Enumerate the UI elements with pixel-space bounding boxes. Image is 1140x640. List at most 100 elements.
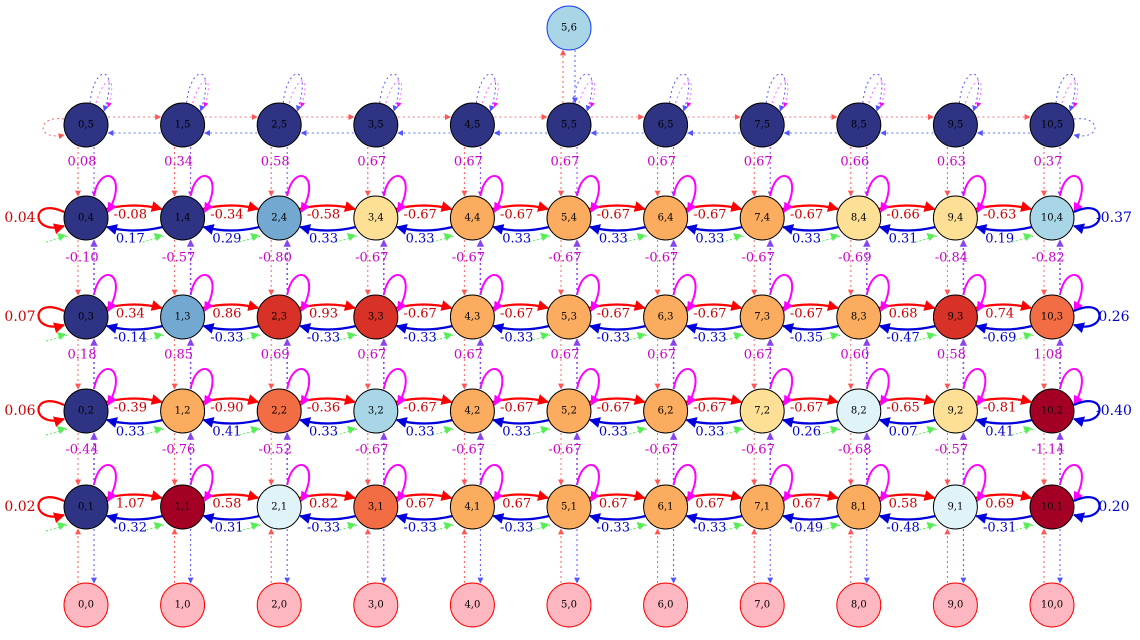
node-9-4 <box>932 195 978 241</box>
green-arrowhead <box>733 426 743 434</box>
node-label: 0,1 <box>78 502 94 513</box>
green-arrowhead <box>250 233 260 241</box>
node-label: 8,5 <box>851 120 867 131</box>
green-arrowhead <box>346 332 356 340</box>
self-loop <box>382 274 407 312</box>
edge-label-right: 0.67 <box>599 497 628 512</box>
green-arrowhead <box>57 332 66 340</box>
node-label: 6,0 <box>658 600 674 611</box>
node-label: 7,1 <box>754 502 770 513</box>
loop-row5 <box>862 73 883 112</box>
node-4-5 <box>449 102 495 148</box>
loop-row5-mag <box>481 80 499 108</box>
edge-label-left: 0.19 <box>985 232 1014 247</box>
node-label: 2,0 <box>271 600 287 611</box>
self-loop <box>865 464 890 502</box>
node-0-2 <box>63 388 109 434</box>
loop-row5-mag <box>288 80 306 108</box>
edge-left <box>782 323 840 334</box>
loop-row5 <box>379 73 400 112</box>
edge-green <box>45 524 69 532</box>
edge-label-left: 0.33 <box>792 232 821 247</box>
node-label: 9,1 <box>947 502 963 513</box>
node-7-5 <box>739 102 785 148</box>
outer-loop-right <box>1072 306 1101 334</box>
node-label: 0,3 <box>78 312 94 323</box>
self-loop <box>479 464 504 502</box>
loop-0-5 <box>42 118 65 140</box>
node-label: 5,2 <box>561 406 577 417</box>
loop-row5 <box>765 73 786 112</box>
edge-label-right: -0.67 <box>500 401 533 416</box>
green-arrowhead <box>540 522 549 530</box>
node-6-5 <box>643 102 689 148</box>
node-7-4 <box>739 195 785 241</box>
loop-row5 <box>1055 73 1076 112</box>
edge-label-down: -0.80 <box>259 251 292 266</box>
node-label: 1,2 <box>175 406 191 417</box>
edge-green <box>432 428 455 436</box>
node-label: 4,1 <box>464 502 480 513</box>
self-loop <box>93 274 117 312</box>
self-loop <box>479 368 504 406</box>
self-loop <box>962 368 987 406</box>
edge-label-left: -0.69 <box>983 331 1016 346</box>
edge-label-down: 0.18 <box>68 348 97 363</box>
self-loop <box>672 368 697 406</box>
self-loop <box>93 368 117 406</box>
edge-label-right: -0.67 <box>403 307 436 322</box>
edge-label-left: -0.48 <box>886 521 919 536</box>
edge-left <box>395 513 453 524</box>
node-label: 1,3 <box>175 312 191 323</box>
node-4-0 <box>449 582 495 628</box>
outer-loop-left <box>37 207 66 235</box>
edge-green <box>335 235 358 243</box>
edge-label-left: 0.33 <box>406 425 435 440</box>
edge-left <box>975 417 1033 428</box>
node-5-2 <box>546 388 592 434</box>
node-8-2 <box>836 388 882 434</box>
node-5-6 <box>546 5 592 51</box>
node-label: 7,3 <box>754 312 770 323</box>
node-label: 5,4 <box>561 213 577 224</box>
edge-label-up: 0.66 <box>840 155 869 170</box>
edge-label-down: -0.67 <box>452 443 485 458</box>
loop-row5-mag <box>385 80 402 108</box>
node-4-3 <box>449 294 495 340</box>
node-label: 6,1 <box>658 502 674 513</box>
node-10-5 <box>1029 102 1075 148</box>
node-9-5 <box>932 102 978 148</box>
node-0-1 <box>63 484 109 530</box>
edge-left <box>395 417 453 428</box>
node-label: 6,2 <box>658 406 674 417</box>
edge-label-down: 0.67 <box>647 348 676 363</box>
node-label: 9,4 <box>947 213 963 224</box>
green-arrowhead <box>1023 426 1032 434</box>
green-arrowhead <box>153 332 163 340</box>
loop-row5-mag <box>675 80 692 108</box>
self-label-right: -0.37 <box>1096 210 1132 226</box>
edge-label-left: 0.33 <box>599 232 628 247</box>
edge-label-down: -0.84 <box>935 251 968 266</box>
self-loop <box>189 274 214 312</box>
loop-row5-mag <box>578 80 596 108</box>
green-arrowhead <box>636 426 646 434</box>
node-0-5 <box>63 102 109 148</box>
green-arrowhead <box>540 233 549 241</box>
edge-label-right: 0.93 <box>309 307 338 322</box>
edge-label-left: -0.33 <box>500 331 533 346</box>
node-label: 8,2 <box>851 406 867 417</box>
edge-green <box>142 428 165 436</box>
node-label: 10,0 <box>1041 600 1063 611</box>
edge-label-left: 0.33 <box>309 232 338 247</box>
edge-label-right: -0.67 <box>790 307 823 322</box>
node-9-2 <box>932 388 978 434</box>
edge-green <box>335 428 358 436</box>
edge-label-left: -0.33 <box>693 521 726 536</box>
edge-label-down: -0.76 <box>162 443 195 458</box>
edge-label-right: 0.68 <box>889 307 918 322</box>
edge-label-right: -0.67 <box>693 307 726 322</box>
outer-loop-right <box>1072 207 1101 235</box>
